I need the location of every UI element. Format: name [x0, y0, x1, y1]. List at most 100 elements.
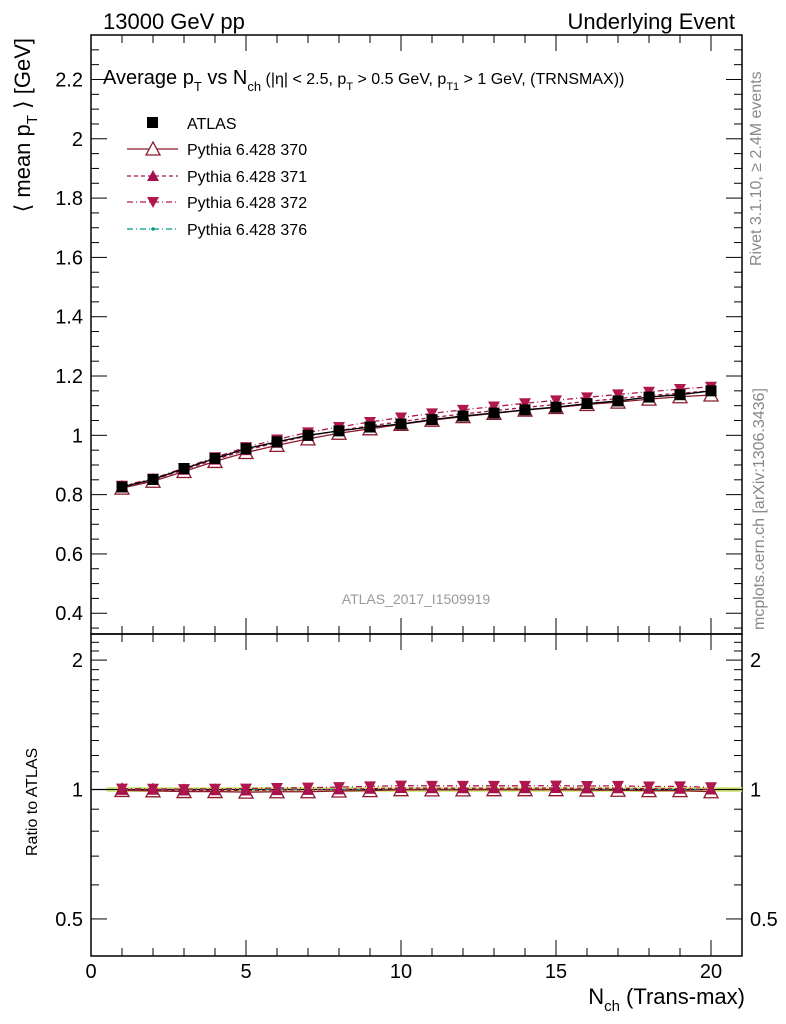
mcplots-reference-label: mcplots.cern.ch [arXiv:1306.3436]	[751, 388, 768, 630]
ratio-point-372	[147, 783, 159, 795]
y-tick-label: 1.2	[55, 366, 83, 388]
ratio-point-372	[116, 783, 128, 795]
data-point-atlas-top	[613, 395, 623, 406]
data-point-atlas-top	[520, 404, 530, 415]
data-point-atlas-top	[334, 425, 344, 436]
legend-entry-371: Pythia 6.428 371	[127, 169, 307, 186]
ratio-point-372	[240, 783, 252, 795]
data-point-atlas-top	[365, 422, 375, 433]
ratio-y-tick-label-left: 2	[72, 650, 83, 672]
ratio-point-372	[674, 781, 686, 793]
legend-label-atlas: ATLAS	[187, 116, 237, 133]
y-tick-label: 0.8	[55, 485, 83, 507]
ratio-series-line-1	[121, 787, 712, 792]
x-axis-label: Nch (Trans-max)	[588, 984, 745, 1015]
data-point-atlas-top	[272, 436, 282, 447]
y-tick-label: 1.8	[55, 188, 83, 210]
data-point-atlas-top	[303, 430, 313, 441]
ratio-panel-frame	[90, 633, 743, 957]
rivet-version-label: Rivet 3.1.10, ≥ 2.4M events	[748, 71, 765, 266]
data-point-atlas-top	[675, 389, 685, 400]
legend-label-371: Pythia 6.428 371	[187, 169, 307, 186]
y-tick-label: 0.6	[55, 544, 83, 566]
main-y-axis-label: ⟨ mean pT ⟩ [GeV]	[10, 38, 41, 212]
y-tick-label: 0.4	[55, 603, 83, 625]
ratio-point-372	[643, 781, 655, 793]
ratio-point-372	[426, 780, 438, 792]
legend: ATLAS Pythia 6.428 370 Pythia 6.428 371 …	[127, 116, 307, 239]
data-point-372	[488, 401, 500, 413]
legend-label-370: Pythia 6.428 370	[187, 142, 307, 159]
legend-label-372: Pythia 6.428 372	[187, 195, 307, 212]
ratio-y-tick-label-left: 0.5	[55, 909, 83, 931]
legend-marker-triangle-down	[147, 197, 159, 208]
ratio-y-tick-label-left: 1	[72, 780, 83, 802]
legend-entry-372: Pythia 6.428 372	[127, 195, 307, 212]
legend-entry-370: Pythia 6.428 370	[127, 140, 307, 159]
data-point-372	[519, 398, 531, 410]
ratio-point-372	[333, 782, 345, 794]
ratio-point-372	[488, 780, 500, 792]
data-point-atlas-top	[582, 398, 592, 409]
main-axis-ticks: 0.4 0.6 0.8 1 1.2 1.4 1.6 1.8 2 2.2	[55, 35, 743, 634]
data-point-atlas-top	[644, 392, 654, 403]
x-tick-label: 10	[390, 961, 412, 983]
y-tick-label: 1.4	[55, 307, 83, 329]
data-point-372	[395, 412, 407, 424]
data-point-atlas-top	[427, 414, 437, 425]
data-point-atlas-top	[179, 463, 189, 474]
data-point-atlas-top	[396, 419, 406, 430]
data-point-372	[550, 395, 562, 407]
ratio-y-axis-label: Ratio to ATLAS	[24, 748, 41, 856]
ratio-point-372	[457, 780, 469, 792]
header-process-label: Underlying Event	[567, 9, 735, 34]
data-point-372	[426, 408, 438, 420]
y-tick-label: 2.2	[55, 69, 83, 91]
ratio-series-line-2	[121, 784, 712, 790]
data-point-atlas-top	[148, 474, 158, 485]
data-point-atlas-top	[458, 411, 468, 422]
legend-marker-triangle-open	[144, 140, 162, 156]
data-point-atlas-top	[117, 481, 127, 492]
legend-marker-dot	[151, 227, 155, 231]
ratio-point-372	[612, 780, 624, 792]
ratio-y-tick-label-right: 0.5	[750, 909, 778, 931]
x-tick-label: 5	[240, 961, 251, 983]
series-line-1	[121, 394, 712, 489]
plot-title: Average pT vs Nch (|η| < 2.5, pT > 0.5 G…	[103, 67, 624, 94]
data-point-372	[581, 392, 593, 404]
data-point-372	[612, 389, 624, 401]
legend-entry-376: Pythia 6.428 376	[127, 222, 307, 239]
ratio-y-tick-label-right: 2	[750, 650, 761, 672]
series-line-3	[121, 386, 712, 487]
data-point-372	[457, 404, 469, 416]
ratio-point-372	[302, 782, 314, 794]
legend-label-376: Pythia 6.428 376	[187, 222, 307, 239]
x-tick-label: 20	[700, 961, 722, 983]
ratio-point-372	[178, 784, 190, 796]
main-data-series	[113, 381, 720, 495]
ratio-point-372	[209, 783, 221, 795]
ratio-axis-ticks: 0.5 0.51 12 20 5 10 15 20	[55, 634, 778, 983]
y-tick-label: 2	[72, 129, 83, 151]
x-tick-label: 15	[545, 961, 567, 983]
legend-entry-atlas: ATLAS	[147, 116, 237, 133]
ratio-point-372	[581, 781, 593, 793]
x-tick-label: 0	[85, 961, 96, 983]
data-point-atlas-top	[706, 385, 716, 396]
ratio-point-372	[519, 780, 531, 792]
ratio-point-372	[364, 781, 376, 793]
legend-marker-triangle-up	[147, 170, 159, 181]
ratio-point-372	[271, 783, 283, 795]
analysis-id-watermark: ATLAS_2017_I1509919	[342, 591, 491, 607]
ratio-point-372	[705, 782, 717, 794]
data-point-atlas-top	[551, 402, 561, 413]
y-tick-label: 1.6	[55, 247, 83, 269]
ratio-series-line-0	[121, 789, 712, 793]
ratio-point-372	[395, 780, 407, 792]
legend-marker-square	[147, 117, 158, 128]
ratio-data-series	[91, 780, 742, 799]
data-point-atlas-top	[241, 443, 251, 454]
ratio-y-tick-label-right: 1	[750, 780, 761, 802]
